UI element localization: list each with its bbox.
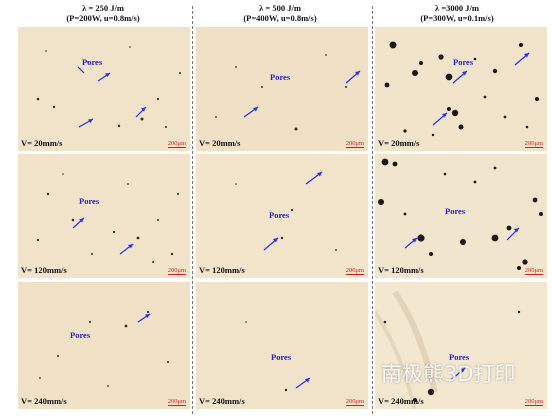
pores-label: Pores xyxy=(270,72,291,82)
speed-label: V= 240mm/s xyxy=(21,396,67,406)
micrograph-texture xyxy=(39,310,169,387)
pores-label: Pores xyxy=(79,196,100,206)
col-header-500: λ = 500 J/m (P=400W, u=0.8m/s) xyxy=(195,3,365,23)
micrograph-texture xyxy=(384,41,539,137)
micrograph-c3-r3: Pores V= 240mm/s 200μm xyxy=(375,282,547,409)
scale-bar: 200μm xyxy=(167,267,186,275)
micrograph-texture xyxy=(215,54,361,131)
scale-bar: 200μm xyxy=(167,140,186,148)
col-header-3000: λ =3000 J/m (P=300W, u=0.1m/s) xyxy=(372,3,542,23)
micrograph-c2-r1: Pores V= 20mm/s 200μm xyxy=(196,27,368,151)
col-header-lambda: λ = 500 J/m xyxy=(259,3,301,13)
scale-bar: 200μm xyxy=(524,267,543,275)
scale-bar-label: 200μm xyxy=(345,398,364,405)
scale-bar-label: 200μm xyxy=(524,140,543,147)
scale-bar: 200μm xyxy=(345,140,364,148)
pores-label: Pores xyxy=(445,206,466,216)
scale-bar-line xyxy=(524,147,543,148)
scale-bar-line xyxy=(167,147,186,148)
micrograph-c1-r3: Pores V= 240mm/s 200μm xyxy=(18,282,190,409)
scale-bar-line xyxy=(524,274,543,275)
col-header-lambda: λ =3000 J/m xyxy=(435,3,479,13)
scale-bar-label: 200μm xyxy=(524,398,543,405)
scale-bar-label: 200μm xyxy=(167,267,186,274)
scale-bar-label: 200μm xyxy=(167,398,186,405)
scale-bar-line xyxy=(167,274,186,275)
micrograph-c3-r1: Pores V= 20mm/s 200μm xyxy=(375,27,547,151)
scale-bar-line xyxy=(345,147,364,148)
speed-label: V= 20mm/s xyxy=(21,138,63,148)
watermark-logo: 南极熊3D打印 xyxy=(381,362,516,386)
col-header-params: (P=300W, u=0.1m/s) xyxy=(420,13,494,23)
scale-bar-line xyxy=(524,405,543,406)
micrograph-c1-r1: Pores V= 20mm/s 200μm xyxy=(18,27,190,151)
pores-label: Pores xyxy=(449,352,470,362)
pores-label: Pores xyxy=(70,330,91,340)
scale-bar-line xyxy=(345,405,364,406)
micrograph-texture xyxy=(36,46,181,128)
col-header-params: (P=200W, u=0.8m/s) xyxy=(66,13,140,23)
scale-bar-label: 200μm xyxy=(524,267,543,274)
pores-label: Pores xyxy=(269,210,290,220)
column-divider xyxy=(192,6,193,414)
micrograph-texture xyxy=(245,321,311,392)
scale-bar: 200μm xyxy=(167,398,186,406)
micrograph-texture xyxy=(375,290,521,409)
speed-label: V= 120mm/s xyxy=(21,265,67,275)
scale-bar-label: 200μm xyxy=(167,140,186,147)
scale-bar-label: 200μm xyxy=(345,140,364,147)
scale-bar: 200μm xyxy=(524,140,543,148)
micrograph-c1-r2: Pores V= 120mm/s 200μm xyxy=(18,154,190,278)
column-divider xyxy=(372,6,373,414)
scale-bar-label: 200μm xyxy=(345,267,364,274)
speed-label: V= 20mm/s xyxy=(199,138,241,148)
col-header-250: λ = 250 J/m (P=200W, u=0.8m/s) xyxy=(18,3,188,23)
pores-label: Pores xyxy=(453,57,474,67)
micrograph-c3-r2: Pores V= 120mm/s 200μm xyxy=(375,154,547,278)
micrograph-c2-r3: Pores V= 240mm/s 200μm xyxy=(196,282,368,409)
scale-bar-line xyxy=(167,405,186,406)
micrograph-texture xyxy=(378,158,543,270)
speed-label: V= 240mm/s xyxy=(199,396,245,406)
scale-bar: 200μm xyxy=(345,267,364,275)
micrograph-texture xyxy=(36,173,179,263)
speed-label: V= 20mm/s xyxy=(378,138,420,148)
scale-bar: 200μm xyxy=(345,398,364,406)
col-header-lambda: λ = 250 J/m xyxy=(82,3,124,13)
micrograph-texture xyxy=(235,171,337,251)
scale-bar-line xyxy=(345,274,364,275)
speed-label: V= 120mm/s xyxy=(378,265,424,275)
col-header-params: (P=400W, u=0.8m/s) xyxy=(243,13,317,23)
speed-label: V= 240mm/s xyxy=(378,396,424,406)
pores-label: Pores xyxy=(82,57,103,67)
speed-label: V= 120mm/s xyxy=(199,265,245,275)
micrograph-c2-r2: Pores V= 120mm/s 200μm xyxy=(196,154,368,278)
scale-bar: 200μm xyxy=(524,398,543,406)
pores-label: Pores xyxy=(271,352,292,362)
